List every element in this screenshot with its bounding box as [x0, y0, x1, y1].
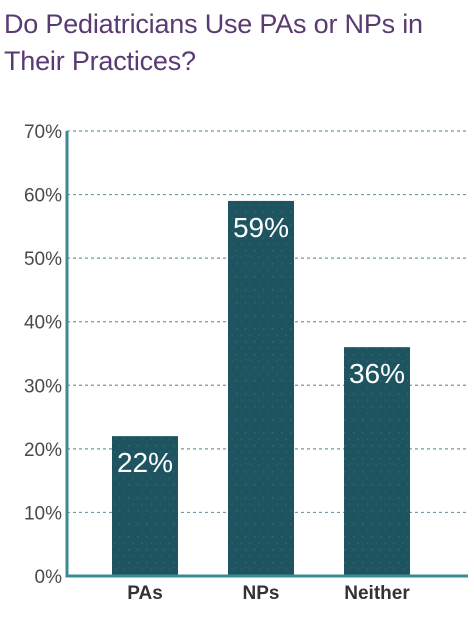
data-label: 22%: [117, 447, 173, 478]
bar-texture: [112, 436, 178, 576]
x-category-label: PAs: [127, 583, 163, 604]
y-tick-label: 0%: [35, 567, 63, 588]
bar-texture: [344, 347, 410, 576]
bars: [112, 200, 410, 576]
y-tick-label: 50%: [24, 249, 62, 270]
data-label: 36%: [349, 358, 405, 389]
y-tick-label: 30%: [24, 376, 62, 397]
x-category-label: NPs: [243, 583, 280, 604]
x-category-label: Neither: [344, 583, 410, 604]
labels: 0% 10% 20% 30% 40% 50% 60% 70% 22% PAs 59% NPs 36% Ne…: [24, 122, 410, 604]
axes: [65, 131, 468, 578]
y-tick-label: 20%: [24, 440, 62, 461]
y-tick-label: 40%: [24, 313, 62, 334]
y-tick-label: 60%: [24, 186, 62, 207]
y-tick-label: 70%: [24, 122, 62, 143]
y-tick-label: 10%: [24, 503, 62, 524]
chart-title: Do Pediatricians Use PAs or NPs in Their…: [4, 9, 423, 76]
bar-texture: [228, 200, 294, 576]
data-label: 59%: [233, 212, 289, 243]
